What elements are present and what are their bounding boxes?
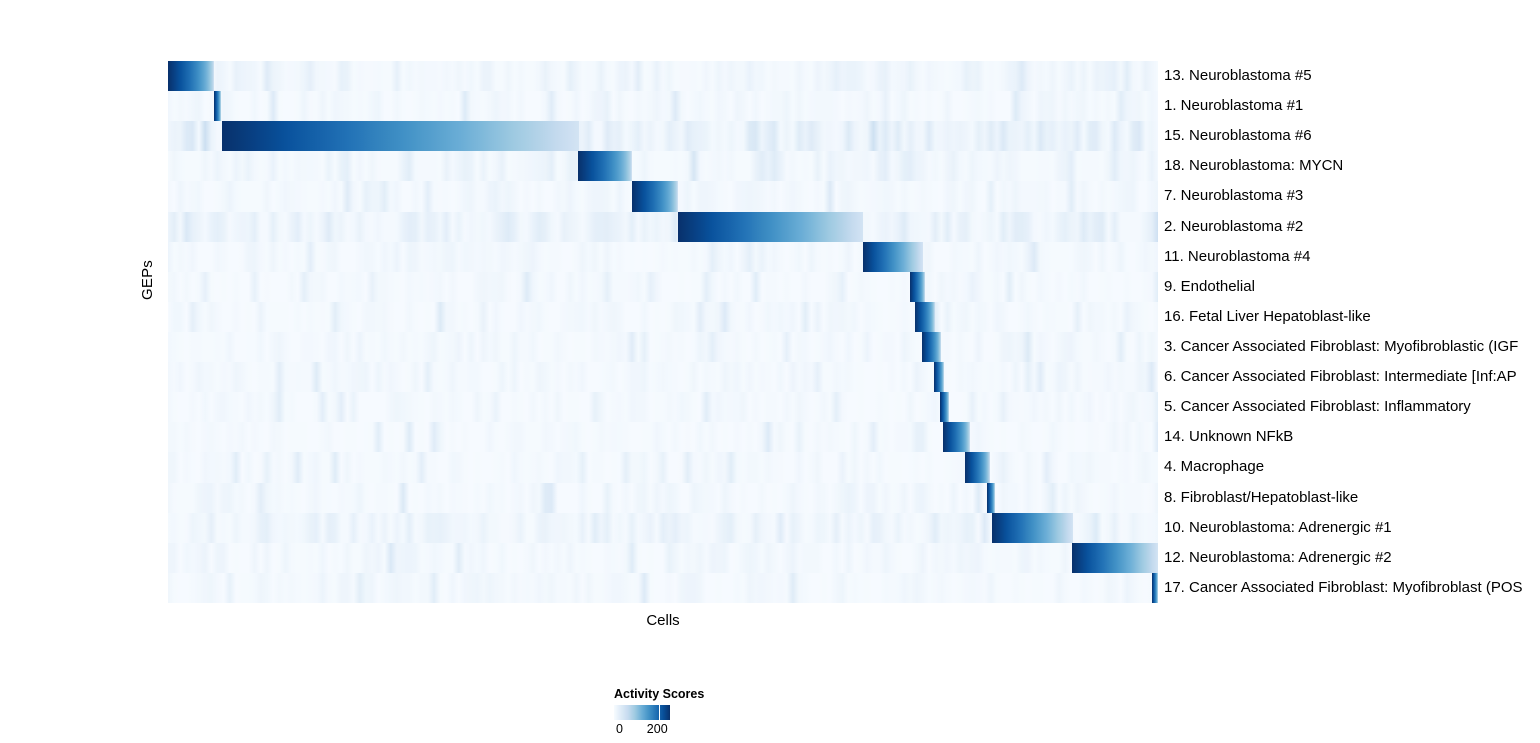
- gep-row-label: 10. Neuroblastoma: Adrenergic #1: [1164, 518, 1392, 536]
- gep-row-label: 4. Macrophage: [1164, 458, 1265, 476]
- colorbar-tick-mark: [658, 705, 660, 720]
- heatmap-row-background: [168, 452, 1158, 483]
- gep-row-label: 16. Fetal Liver Hepatoblast-like: [1164, 307, 1371, 325]
- heatmap-row-background: [168, 211, 1158, 242]
- heatmap-activity-block: [677, 211, 863, 242]
- heatmap-row-background: [168, 482, 1158, 513]
- heatmap-activity-block: [934, 362, 945, 393]
- x-axis-label: Cells: [646, 612, 680, 629]
- heatmap-activity-block: [991, 512, 1073, 543]
- gep-row-label: 18. Neuroblastoma: MYCN: [1164, 157, 1344, 175]
- gep-row-label: 11. Neuroblastoma #4: [1164, 247, 1311, 265]
- gep-row-label: 14. Unknown NFkB: [1164, 428, 1294, 446]
- heatmap-row: [168, 91, 1158, 122]
- heatmap-activity-block: [940, 392, 950, 423]
- heatmap-activity-block: [986, 482, 995, 513]
- colorbar-tick-label-min: 0: [616, 722, 623, 736]
- heatmap-row-background: [168, 572, 1158, 603]
- colorbar-tick-label-max: 200: [646, 722, 668, 736]
- heatmap-row-background: [168, 301, 1158, 332]
- heatmap-row: [168, 542, 1158, 573]
- heatmap-row: [168, 392, 1158, 423]
- gep-row-labels: 13. Neuroblastoma #5 1. Neuroblastoma #1 1…: [1164, 61, 1540, 603]
- heatmap-activity-block: [943, 422, 970, 453]
- heatmap-row: [168, 301, 1158, 332]
- heatmap-activity-block: [168, 61, 214, 92]
- heatmap-activity-block: [1071, 542, 1158, 573]
- heatmap-row-background: [168, 392, 1158, 423]
- colorbar-title: Activity Scores: [614, 687, 705, 701]
- heatmap-activity-block: [915, 301, 936, 332]
- gep-row-label: 8. Fibroblast/Hepatoblast-like: [1164, 488, 1359, 506]
- heatmap-row: [168, 61, 1158, 92]
- heatmap-row-background: [168, 241, 1158, 272]
- gep-row-label: 2. Neuroblastoma #2: [1164, 217, 1304, 235]
- gep-row-label: 6. Cancer Associated Fibroblast: Interme…: [1164, 368, 1517, 386]
- gep-row-label: 12. Neuroblastoma: Adrenergic #2: [1164, 548, 1392, 566]
- heatmap-row-background: [168, 542, 1158, 573]
- heatmap-activity-block: [1152, 572, 1158, 603]
- heatmap-row: [168, 181, 1158, 212]
- heatmap-row: [168, 332, 1158, 363]
- heatmap-row-background: [168, 362, 1158, 393]
- heatmap-row: [168, 271, 1158, 302]
- heatmap-row: [168, 121, 1158, 152]
- heatmap-activity-block: [632, 181, 678, 212]
- gep-row-label: 7. Neuroblastoma #3: [1164, 187, 1304, 205]
- heatmap-row-background: [168, 332, 1158, 363]
- gep-row-label: 1. Neuroblastoma #1: [1164, 97, 1304, 115]
- gep-row-label: 13. Neuroblastoma #5: [1164, 67, 1312, 84]
- gep-row-label: 5. Cancer Associated Fibroblast: Inflamm…: [1164, 398, 1471, 416]
- heatmap-row-background: [168, 151, 1158, 182]
- heatmap-row-background: [168, 422, 1158, 453]
- heatmap-row: [168, 482, 1158, 513]
- gep-row-label: 15. Neuroblastoma #6: [1164, 127, 1312, 145]
- colorbar-gradient: [614, 705, 670, 720]
- y-axis-label: GEPs: [139, 260, 156, 300]
- heatmap-activity-block: [862, 241, 924, 272]
- heatmap-plot-area: [168, 61, 1158, 603]
- heatmap-row: [168, 151, 1158, 182]
- heatmap-activity-block: [922, 332, 942, 363]
- heatmap-row-background: [168, 91, 1158, 122]
- heatmap-row-background: [168, 271, 1158, 302]
- heatmap-row: [168, 572, 1158, 603]
- heatmap-activity-block: [577, 151, 633, 182]
- gep-row-label: 17. Cancer Associated Fibroblast: Myofib…: [1164, 578, 1523, 596]
- heatmap-row-background: [168, 61, 1158, 92]
- heatmap-activity-block: [909, 271, 926, 302]
- heatmap-activity-block: [213, 91, 222, 122]
- heatmap-row: [168, 422, 1158, 453]
- heatmap-row: [168, 512, 1158, 543]
- heatmap-activity-block: [222, 121, 579, 152]
- heatmap-row: [168, 452, 1158, 483]
- heatmap-activity-block: [964, 452, 990, 483]
- heatmap-row: [168, 241, 1158, 272]
- colorbar-legend: Activity Scores 0 200: [613, 687, 853, 743]
- gep-row-label: 9. Endothelial: [1164, 277, 1255, 295]
- heatmap-row: [168, 211, 1158, 242]
- heatmap-row: [168, 362, 1158, 393]
- gep-row-label: 3. Cancer Associated Fibroblast: Myofibr…: [1164, 338, 1519, 355]
